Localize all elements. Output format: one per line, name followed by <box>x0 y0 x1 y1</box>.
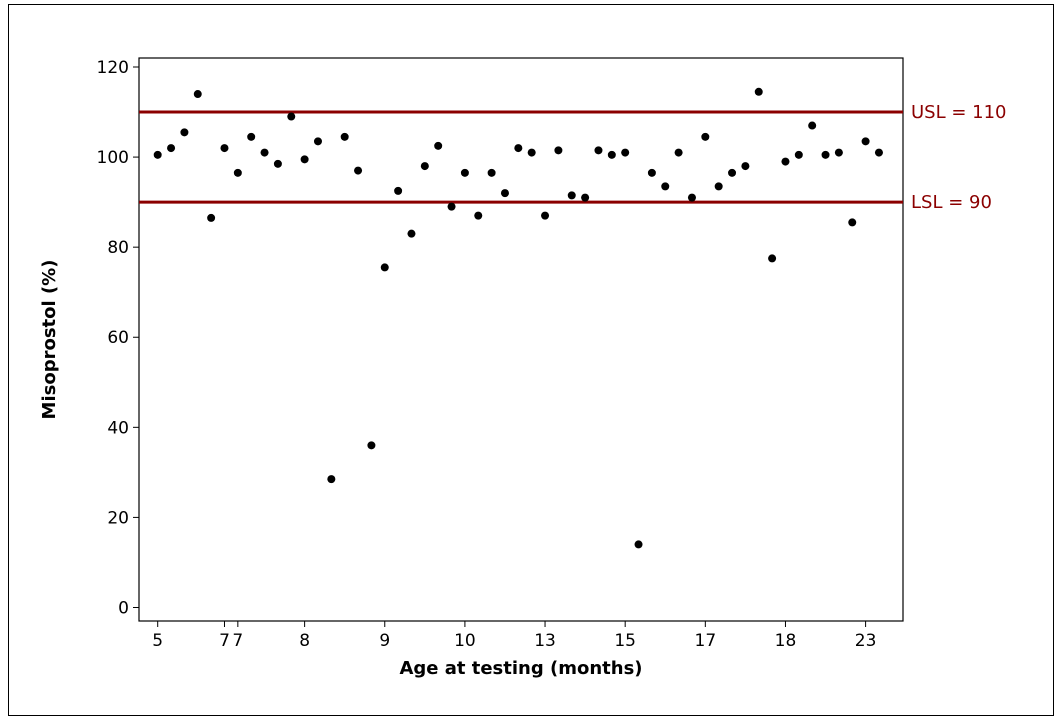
data-point <box>701 132 710 141</box>
data-point <box>487 168 496 177</box>
data-point <box>167 144 176 153</box>
y-tick-label: 0 <box>118 598 129 618</box>
data-point <box>794 150 803 159</box>
data-point <box>313 137 322 146</box>
data-point <box>728 168 737 177</box>
x-tick-label: 10 <box>454 631 476 651</box>
data-point <box>808 121 817 130</box>
data-point <box>434 141 443 150</box>
data-point <box>247 132 256 141</box>
data-point <box>768 254 777 263</box>
y-tick-label: 60 <box>107 328 129 348</box>
data-point <box>527 148 536 157</box>
data-point <box>287 112 296 121</box>
data-point <box>300 155 309 164</box>
x-axis-title: Age at testing (months) <box>399 658 642 679</box>
data-point <box>447 202 456 211</box>
data-point <box>594 146 603 155</box>
y-tick-label: 20 <box>107 508 129 528</box>
data-point <box>647 168 656 177</box>
data-point <box>581 193 590 202</box>
data-point <box>460 168 469 177</box>
data-point <box>607 150 616 159</box>
data-point <box>380 263 389 272</box>
data-point <box>674 148 683 157</box>
y-tick-label: 80 <box>107 238 129 258</box>
data-point <box>394 186 403 195</box>
x-tick-label: 8 <box>299 631 310 651</box>
data-point <box>207 213 216 222</box>
data-point <box>514 144 523 153</box>
data-point <box>340 132 349 141</box>
data-point <box>273 159 282 168</box>
y-tick-label: 40 <box>107 418 129 438</box>
y-tick-label: 100 <box>97 148 129 168</box>
data-point <box>474 211 483 220</box>
x-tick-label: 23 <box>855 631 877 651</box>
data-point <box>567 191 576 200</box>
data-point <box>754 87 763 96</box>
data-point <box>687 193 696 202</box>
x-tick-label: 7 <box>232 631 243 651</box>
chart-frame: 0 20 40 60 80 100 120 5 7 7 8 9 10 13 15 17 18 23 USL = … <box>8 4 1054 716</box>
x-tick-label: 5 <box>152 631 163 651</box>
data-point <box>848 218 857 227</box>
reference-lines: USL = 110 LSL = 90 <box>139 102 1007 213</box>
data-point <box>861 137 870 146</box>
plot-area <box>138 57 904 622</box>
data-point <box>407 229 416 238</box>
data-point <box>420 162 429 171</box>
data-point <box>741 162 750 171</box>
reference-line-label: USL = 110 <box>911 102 1007 123</box>
reference-line-label: LSL = 90 <box>911 192 992 213</box>
data-point <box>661 182 670 191</box>
data-points <box>153 87 883 549</box>
data-point <box>874 148 883 157</box>
data-point <box>327 475 336 484</box>
x-tick-label: 17 <box>695 631 717 651</box>
data-point <box>821 150 830 159</box>
data-point <box>834 148 843 157</box>
data-point <box>367 441 376 450</box>
x-tick-label: 7 <box>219 631 230 651</box>
data-point <box>260 148 269 157</box>
x-tick-label: 13 <box>534 631 556 651</box>
data-point <box>233 168 242 177</box>
data-point <box>153 150 162 159</box>
data-point <box>714 182 723 191</box>
x-tick-label: 9 <box>379 631 390 651</box>
data-point <box>220 144 229 153</box>
data-point <box>354 166 363 175</box>
data-point <box>634 540 643 549</box>
x-tick-label: 18 <box>775 631 797 651</box>
y-axis-title: Misoprostol (%) <box>39 260 60 420</box>
data-point <box>554 146 563 155</box>
data-point <box>193 90 202 99</box>
data-point <box>180 128 189 137</box>
x-axis: 5 7 7 8 9 10 13 15 17 18 23 <box>152 621 876 651</box>
y-axis: 0 20 40 60 80 100 120 <box>97 58 139 618</box>
scatter-chart: 0 20 40 60 80 100 120 5 7 7 8 9 10 13 15 17 18 23 USL = … <box>39 57 1007 679</box>
data-point <box>621 148 630 157</box>
data-point <box>781 157 790 166</box>
data-point <box>541 211 550 220</box>
x-tick-label: 15 <box>614 631 636 651</box>
data-point <box>500 189 509 198</box>
y-tick-label: 120 <box>97 58 129 78</box>
